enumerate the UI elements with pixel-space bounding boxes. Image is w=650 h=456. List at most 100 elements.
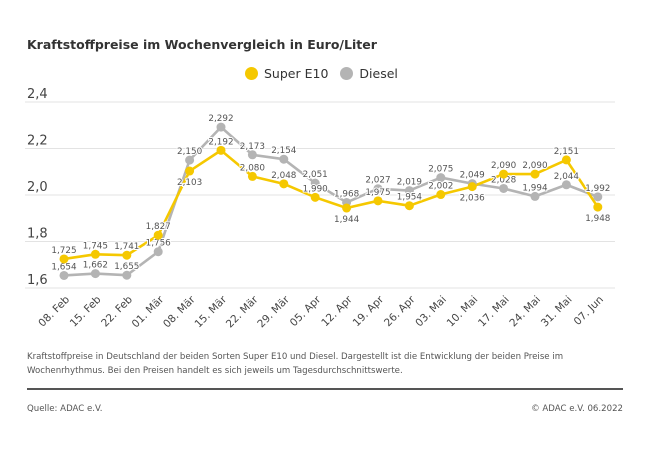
data-label: 1,975 <box>365 188 390 198</box>
data-label: 2,002 <box>428 182 453 192</box>
x-tick-label: 08. Feb <box>36 293 72 329</box>
data-point <box>499 169 509 179</box>
x-tick-label: 24. Mai <box>507 294 543 330</box>
data-label: 2,049 <box>460 171 485 181</box>
data-label: 2,150 <box>177 147 203 157</box>
x-tick-label: 12. Apr <box>319 293 355 329</box>
data-label: 2,103 <box>177 178 202 188</box>
x-tick-label: 05. Apr <box>288 293 324 329</box>
data-label: 1,948 <box>585 214 610 224</box>
data-point <box>593 202 603 212</box>
data-point <box>279 179 289 189</box>
data-point <box>342 203 352 213</box>
data-label: 1,827 <box>146 222 171 232</box>
data-label: 1,990 <box>303 184 329 194</box>
legend: Super E10 Diesel <box>245 66 398 81</box>
data-label: 2,044 <box>554 172 580 182</box>
data-point <box>216 122 226 132</box>
data-label: 2,192 <box>208 137 233 147</box>
data-label: 1,944 <box>334 215 360 225</box>
x-tick-label: 10. Mai <box>445 294 481 330</box>
x-tick-label: 17. Mai <box>476 294 512 330</box>
data-point <box>530 169 540 179</box>
x-tick-label: 22. Mär <box>224 293 261 330</box>
data-label: 1,745 <box>83 241 108 251</box>
data-label: 2,075 <box>428 165 453 175</box>
data-label: 1,655 <box>114 262 139 272</box>
data-label: 2,051 <box>303 170 328 180</box>
data-label: 2,154 <box>271 146 297 156</box>
data-label: 2,036 <box>460 194 486 204</box>
data-label: 2,027 <box>365 176 390 186</box>
data-point <box>185 155 195 165</box>
x-tick-label: 31. Mai <box>539 294 575 330</box>
y-tick-label: 2,2 <box>27 134 48 149</box>
y-tick-label: 2,4 <box>27 87 48 102</box>
x-tick-label: 01. Mär <box>130 293 167 330</box>
data-point <box>499 183 509 193</box>
data-point <box>122 250 132 260</box>
x-tick-label: 19. Apr <box>351 293 387 329</box>
data-point <box>436 173 446 183</box>
data-point <box>373 196 383 206</box>
data-point <box>593 192 603 202</box>
data-label: 1,968 <box>334 189 359 199</box>
data-label: 2,080 <box>240 163 266 173</box>
x-tick-label: 22. Feb <box>99 293 135 329</box>
data-label: 1,741 <box>114 242 139 252</box>
data-point <box>373 184 383 194</box>
data-point <box>216 145 226 155</box>
x-tick-label: 29. Mär <box>255 293 292 330</box>
series-line-super-e10 <box>63 149 599 261</box>
data-point <box>247 171 257 181</box>
chart-note: Kraftstoffpreise in Deutschland der beid… <box>27 352 564 376</box>
data-point <box>153 230 163 240</box>
data-point <box>310 192 320 202</box>
series-line-diesel <box>63 125 599 277</box>
data-label: 2,090 <box>491 161 517 171</box>
y-tick-label: 1,6 <box>27 273 48 288</box>
legend-marker-super-e10 <box>245 67 258 80</box>
data-point <box>90 269 100 279</box>
copyright: © ADAC e.V. 06.2022 <box>531 404 623 414</box>
data-label: 1,725 <box>51 246 76 256</box>
legend-label-diesel: Diesel <box>359 66 398 81</box>
x-tick-label: 03. Mai <box>413 294 449 330</box>
data-label: 2,292 <box>208 114 233 124</box>
y-tick-label: 2,0 <box>27 180 48 195</box>
data-label: 2,048 <box>271 171 296 181</box>
data-label: 2,019 <box>397 178 422 188</box>
data-point <box>404 201 414 211</box>
y-tick-label: 1,8 <box>27 227 48 242</box>
data-label: 1,954 <box>397 193 423 203</box>
chart-title: Kraftstoffpreise im Wochenvergleich in E… <box>27 37 377 52</box>
data-point <box>279 154 289 164</box>
data-point <box>59 270 69 280</box>
x-tick-label: 15. Mär <box>192 293 229 330</box>
legend-marker-diesel <box>340 67 354 80</box>
data-label: 1,994 <box>522 183 548 193</box>
legend-label-super-e10: Super E10 <box>264 66 329 81</box>
data-point <box>247 150 257 160</box>
data-label: 1,662 <box>83 261 108 271</box>
data-point <box>122 270 132 280</box>
divider <box>27 388 623 390</box>
source: Quelle: ADAC e.V. <box>27 404 103 414</box>
data-point <box>310 178 320 188</box>
data-label: 1,756 <box>146 239 172 249</box>
data-point <box>90 249 100 259</box>
data-label: 1,992 <box>585 184 610 194</box>
data-point <box>561 155 571 165</box>
data-label: 2,090 <box>522 161 548 171</box>
x-tick-label: 07. Jun <box>572 294 606 328</box>
data-label: 1,654 <box>51 262 77 272</box>
x-tick-label: 26. Apr <box>382 293 418 329</box>
data-point <box>530 191 540 201</box>
data-label: 2,173 <box>240 142 265 152</box>
x-tick-label: 08. Mär <box>161 293 198 330</box>
data-point <box>467 182 477 192</box>
data-point <box>561 180 571 190</box>
data-point <box>404 186 414 196</box>
x-tick-label: 15. Feb <box>68 293 104 329</box>
